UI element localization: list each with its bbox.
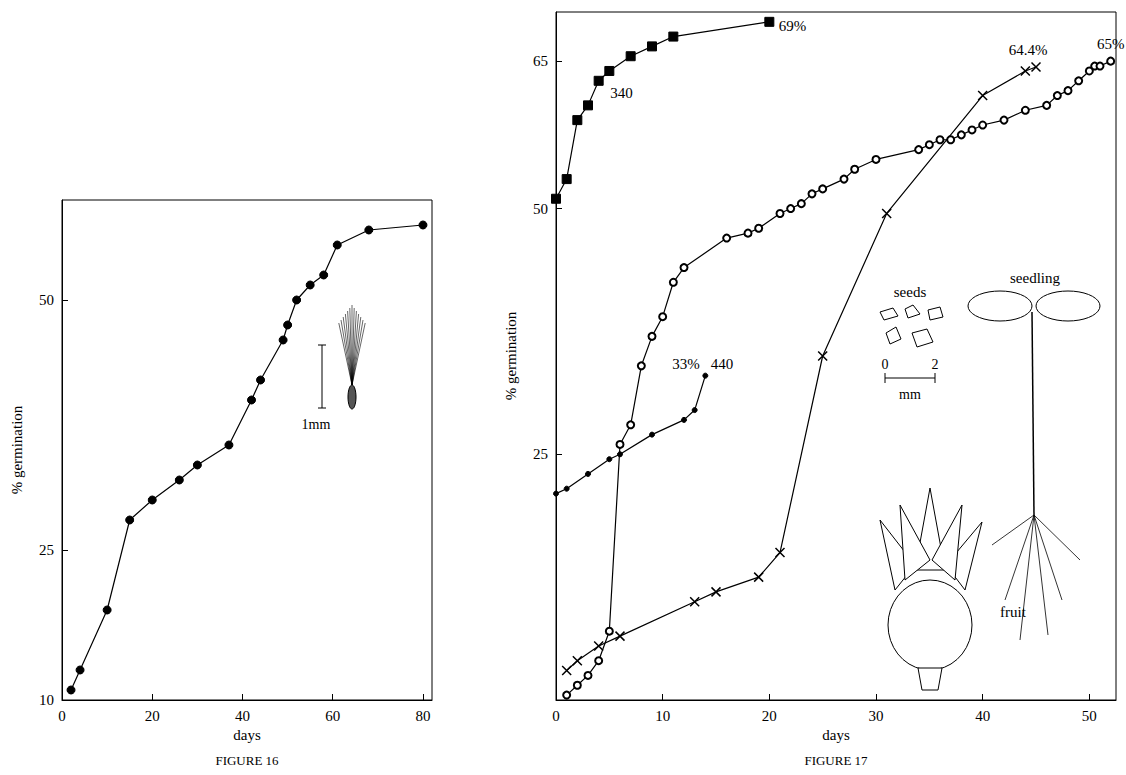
- svg-text:64.4%: 64.4%: [1009, 42, 1048, 58]
- svg-text:50: 50: [533, 201, 548, 217]
- svg-text:days: days: [233, 727, 261, 743]
- svg-text:1mm: 1mm: [302, 417, 331, 432]
- svg-text:80: 80: [415, 708, 430, 724]
- svg-text:40: 40: [235, 708, 250, 724]
- svg-text:seeds: seeds: [894, 284, 927, 300]
- svg-text:2: 2: [932, 357, 939, 372]
- svg-text:% germination: % germination: [503, 311, 519, 400]
- svg-text:40: 40: [975, 708, 990, 724]
- svg-text:FIGURE 17: FIGURE 17: [804, 753, 868, 768]
- svg-text:mm: mm: [899, 387, 921, 402]
- svg-text:fruit: fruit: [1000, 604, 1027, 620]
- svg-text:seedling: seedling: [1010, 270, 1060, 286]
- svg-text:340: 340: [610, 85, 633, 101]
- svg-text:0: 0: [552, 708, 560, 724]
- svg-text:30: 30: [869, 708, 884, 724]
- svg-text:0: 0: [58, 708, 66, 724]
- svg-text:FIGURE 16: FIGURE 16: [215, 753, 279, 768]
- svg-text:20: 20: [762, 708, 777, 724]
- svg-text:25: 25: [533, 446, 548, 462]
- svg-text:440: 440: [711, 356, 734, 372]
- svg-text:10: 10: [655, 708, 670, 724]
- svg-text:65%: 65%: [1097, 36, 1125, 52]
- svg-text:65: 65: [533, 53, 548, 69]
- svg-text:33%: 33%: [672, 356, 700, 372]
- svg-text:50: 50: [39, 292, 54, 308]
- svg-text:% germination: % germination: [9, 405, 25, 494]
- svg-text:50: 50: [1082, 708, 1097, 724]
- svg-text:69%: 69%: [779, 18, 807, 34]
- svg-text:0: 0: [882, 357, 889, 372]
- svg-text:25: 25: [39, 542, 54, 558]
- svg-text:60: 60: [325, 708, 340, 724]
- svg-text:days: days: [822, 727, 850, 743]
- svg-text:10: 10: [39, 692, 54, 708]
- svg-text:20: 20: [145, 708, 160, 724]
